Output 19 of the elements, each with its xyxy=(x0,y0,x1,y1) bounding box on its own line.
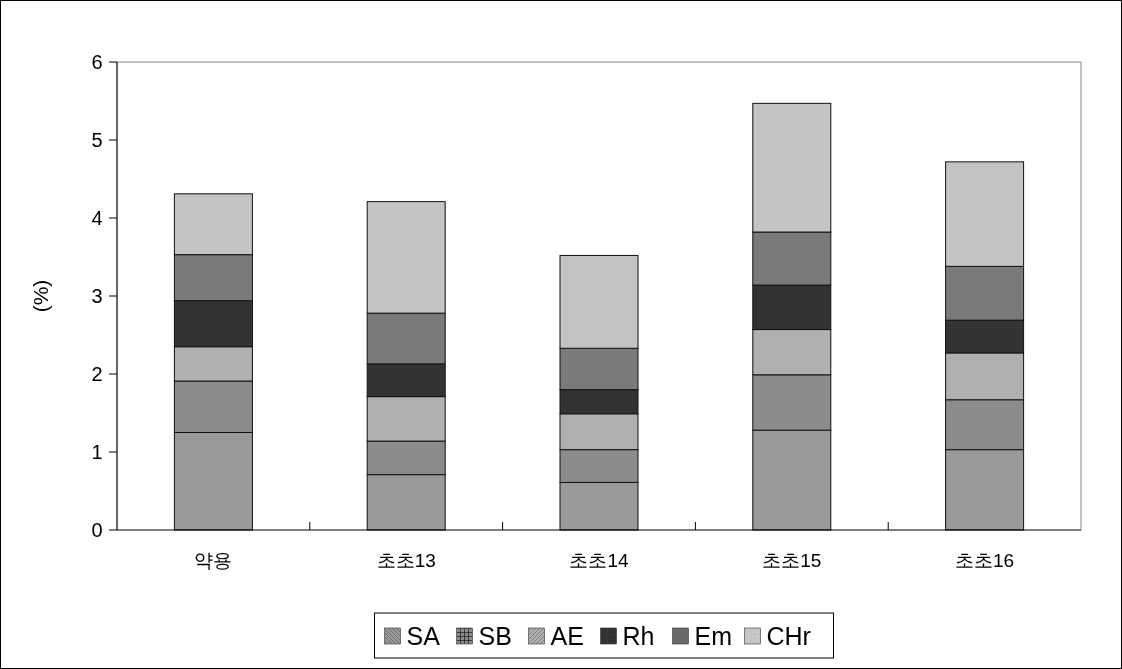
legend-label: CHr xyxy=(766,622,811,650)
legend-label: AE xyxy=(550,622,584,650)
y-tick-label: 5 xyxy=(91,129,103,151)
x-tick-label: 약용 xyxy=(194,550,233,571)
y-tick-label: 6 xyxy=(91,51,103,73)
x-tick-label: 초초16 xyxy=(955,550,1015,571)
y-tick-label: 2 xyxy=(91,363,103,385)
x-tick-label: 초초15 xyxy=(762,550,822,571)
y-axis-title: (%) xyxy=(29,279,52,313)
x-tick-label: 초초13 xyxy=(376,550,436,571)
x-tick-label: 초초14 xyxy=(569,550,629,571)
y-tick-label: 0 xyxy=(91,519,103,541)
legend-label: SB xyxy=(478,622,512,650)
y-tick-label: 3 xyxy=(91,285,103,307)
y-tick-label: 1 xyxy=(91,441,103,463)
legend-label: Em xyxy=(694,622,732,650)
y-tick-label: 4 xyxy=(91,207,103,229)
legend-label: SA xyxy=(406,622,441,650)
legend-label: Rh xyxy=(622,622,655,650)
